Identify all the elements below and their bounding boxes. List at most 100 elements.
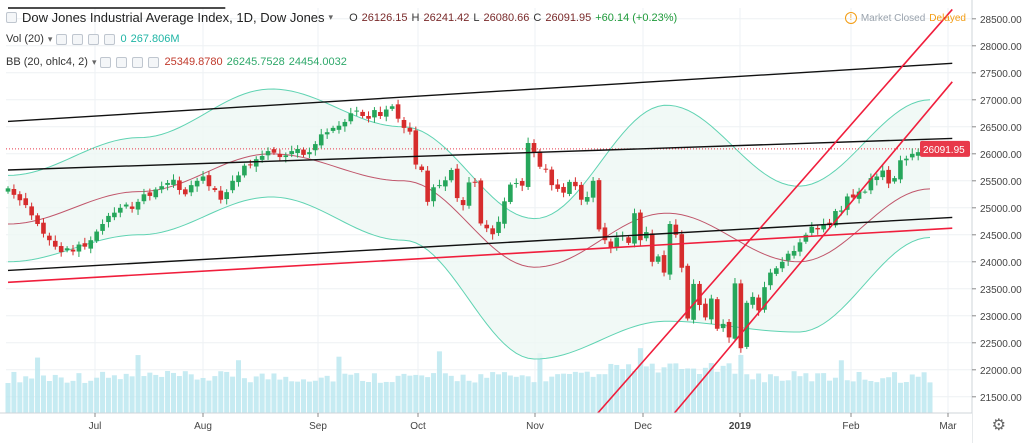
open-value: 26126.15: [361, 11, 408, 24]
volume-bar: [549, 376, 555, 413]
open-label: O: [349, 11, 358, 24]
candle-body: [697, 283, 702, 305]
volume-bar: [555, 374, 561, 413]
close-icon[interactable]: [104, 33, 116, 45]
candle-body: [11, 189, 17, 195]
volume-bar: [105, 377, 111, 413]
candle-body: [236, 175, 241, 183]
volume-bar: [153, 374, 159, 413]
candle-body: [508, 184, 513, 202]
candle-body: [141, 194, 147, 202]
candle-body: [827, 222, 832, 224]
candle-body: [165, 182, 170, 185]
x-tick-label: Dec: [634, 421, 652, 432]
candle-body: [395, 104, 401, 119]
volume-bar: [685, 368, 691, 413]
candle-body: [253, 159, 259, 167]
high-value: 26241.42: [423, 11, 470, 24]
candle-body: [23, 198, 29, 206]
volume-bar: [590, 376, 596, 413]
chevron-down-icon[interactable]: ▾: [47, 33, 53, 44]
x-tick-label: Mar: [939, 421, 957, 432]
candle-body: [265, 151, 271, 156]
volume-bar: [431, 373, 437, 413]
chevron-down-icon[interactable]: ▾: [328, 12, 334, 22]
volume-bar: [637, 348, 643, 413]
candle-body: [513, 182, 519, 184]
candle-body: [277, 154, 283, 158]
volume-bar: [490, 372, 496, 413]
candle-body: [608, 241, 614, 248]
x-tick-label: Jul: [89, 421, 102, 432]
candle-body: [5, 188, 11, 192]
volume-bar: [395, 375, 401, 413]
candle-body: [490, 228, 495, 235]
source-icon[interactable]: [88, 33, 100, 45]
candle-body: [242, 165, 247, 176]
volume-bar: [880, 378, 886, 413]
volume-bar: [336, 356, 342, 413]
candle-body: [378, 112, 383, 116]
volume-bar: [111, 375, 117, 413]
candle-body: [64, 248, 70, 251]
volume-bar: [70, 380, 76, 413]
candle-body: [478, 180, 484, 224]
volume-bar: [182, 371, 188, 413]
volume-bar: [289, 381, 295, 413]
candle-body: [502, 201, 507, 224]
y-tick-label: 28000.00: [980, 42, 1022, 53]
candle-body: [856, 191, 862, 199]
y-tick-label: 23500.00: [980, 285, 1022, 296]
volume-bar: [230, 376, 236, 413]
candle-body: [709, 298, 714, 320]
collapse-icon[interactable]: [6, 12, 17, 23]
y-tick-label: 28500.00: [980, 15, 1022, 26]
volume-bar: [141, 376, 147, 413]
y-tick-label: 26000.00: [980, 150, 1022, 161]
candle-body: [112, 212, 117, 218]
candle-body: [850, 194, 856, 198]
candle-body: [206, 175, 212, 187]
settings-small-icon[interactable]: [116, 56, 128, 68]
volume-bar: [850, 381, 856, 413]
candle-body: [815, 227, 821, 230]
candle-body: [41, 222, 46, 234]
eye-icon[interactable]: [100, 56, 112, 68]
title-legend: Dow Jones Industrial Average Index, 1D, …: [6, 10, 677, 25]
volume-bar: [259, 373, 265, 413]
volume-bar: [697, 373, 702, 413]
volume-bar: [383, 381, 389, 413]
x-tick-label: Nov: [526, 421, 544, 432]
candle-body: [590, 180, 596, 198]
candle-body: [218, 190, 224, 200]
eye-icon[interactable]: [56, 33, 68, 45]
candle-body: [425, 170, 430, 202]
volume-bar: [537, 353, 543, 413]
volume-bar: [643, 366, 649, 413]
settings-small-icon[interactable]: [72, 33, 84, 45]
candle-body: [785, 253, 791, 261]
volume-bar: [779, 380, 785, 413]
gear-icon[interactable]: ⚙: [991, 417, 1006, 434]
volume-bar: [608, 363, 614, 413]
market-status: ! Market Closed Delayed: [844, 12, 966, 24]
volume-bar: [478, 374, 484, 413]
volume-bar: [29, 378, 35, 413]
volume-bar: [886, 377, 892, 413]
close-icon[interactable]: [148, 56, 160, 68]
bb-upper-line: [7, 88, 931, 220]
info-icon[interactable]: !: [844, 12, 857, 24]
volume-bar: [436, 351, 442, 413]
volume-bar: [46, 381, 52, 413]
volume-bar: [756, 373, 762, 413]
source-icon[interactable]: [132, 56, 144, 68]
candle-body: [443, 180, 448, 187]
candle-body: [419, 166, 425, 170]
candle-body: [188, 185, 194, 193]
volume-bar: [241, 378, 247, 413]
candle-body: [892, 178, 897, 182]
chevron-down-icon[interactable]: ▾: [91, 56, 97, 67]
x-tick-label: Oct: [410, 421, 426, 432]
volume-bar: [224, 371, 230, 413]
